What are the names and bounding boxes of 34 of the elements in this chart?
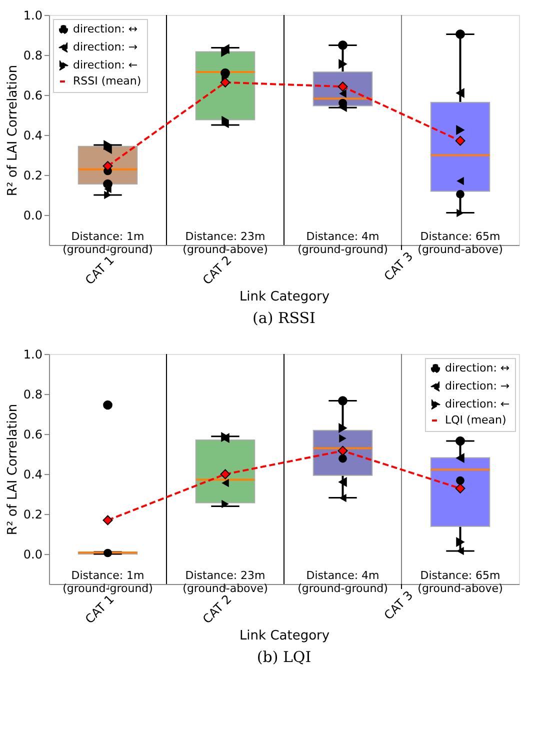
y-tick-label: 1.0: [23, 8, 42, 22]
legend-label: direction: ←: [445, 398, 510, 410]
legend-label: direction: ↔: [445, 362, 510, 374]
y-tick-label: 0.0: [23, 548, 42, 562]
annotation: Distance: 4m (ground-ground): [298, 569, 388, 595]
legend-label: direction: →: [73, 40, 138, 54]
legend-label: direction: ←: [73, 58, 138, 72]
annotation: Distance: 65m (ground-above): [418, 230, 503, 256]
annotation: Distance: 23m (ground-above): [182, 569, 268, 595]
annotation: Distance: 65m (ground-above): [418, 569, 503, 595]
legend-label: direction: →: [445, 380, 510, 392]
text: (a) RSSI: [252, 309, 316, 328]
y-tick-label: 0.2: [23, 508, 42, 522]
y-tick-label: 0.2: [23, 168, 42, 182]
y-axis-title: R² of LAI Correlation: [5, 404, 20, 536]
annotation: Distance: 1m (ground-ground): [62, 569, 153, 595]
x-axis-title: Link Category: [239, 290, 330, 305]
legend-label: LQI (mean): [445, 414, 506, 426]
legend-label: RSSI (mean): [73, 74, 142, 88]
text: (b) LQI: [256, 648, 312, 666]
y-tick-label: 0.8: [23, 388, 42, 402]
y-axis-title: R² of LAI Correlation: [5, 64, 20, 196]
annotation: Distance: 23m (ground-above): [182, 230, 268, 256]
y-tick-label: 0.0: [23, 208, 42, 222]
y-tick-label: 0.8: [23, 48, 42, 62]
y-tick-label: 0.4: [23, 128, 42, 142]
y-tick-label: 0.6: [23, 88, 42, 102]
y-tick-label: 0.6: [23, 428, 42, 442]
annotation: Distance: 4m (ground-ground): [298, 230, 388, 256]
legend-label: direction: ↔: [73, 22, 138, 36]
y-tick-label: 1.0: [23, 348, 42, 362]
annotation: Distance: 1m (ground-ground): [62, 230, 153, 256]
y-tick-label: 0.4: [23, 468, 42, 482]
x-axis-title: Link Category: [239, 628, 330, 644]
